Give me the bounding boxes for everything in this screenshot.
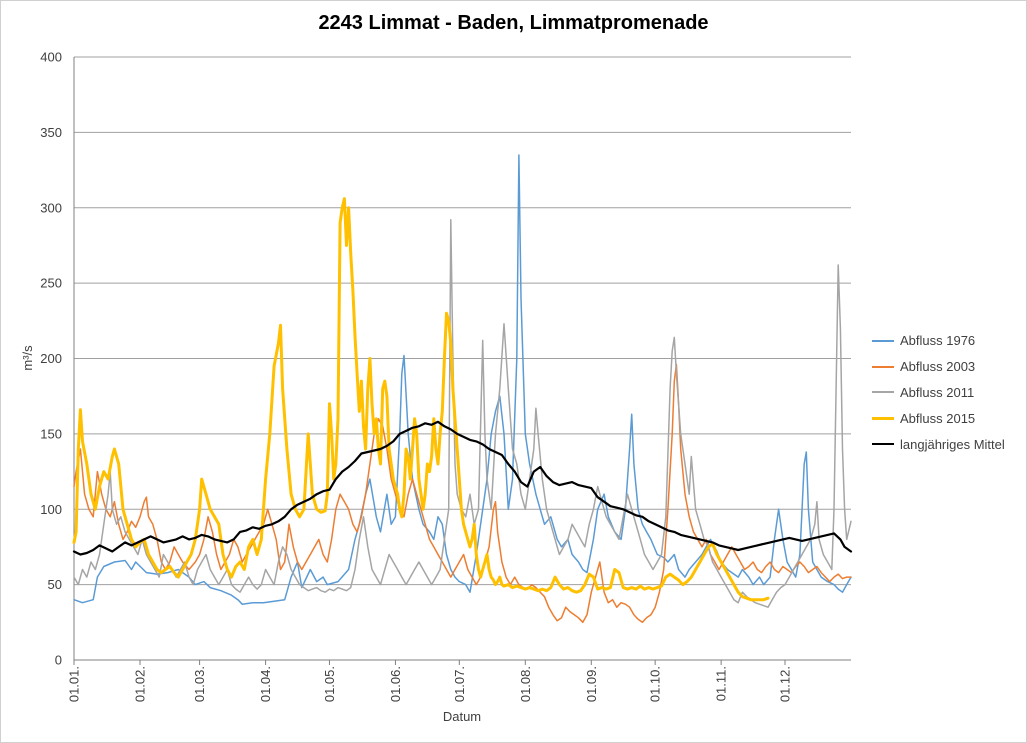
x-tick-label: 01.11. [714, 666, 729, 701]
legend-label: Abfluss 1976 [900, 333, 976, 349]
legend-item: langjähriges Mittel [872, 431, 1005, 457]
y-tick-label: 200 [40, 351, 62, 366]
y-tick-label: 50 [48, 577, 62, 592]
legend-label: Abfluss 2015 [900, 410, 976, 426]
y-axis-label: m³/s [20, 345, 35, 371]
y-tick-label: 150 [40, 426, 62, 441]
y-tick-label: 300 [40, 200, 62, 215]
x-axis-label: Datum [443, 709, 481, 724]
grid-lines [74, 56, 851, 661]
y-tick-label: 0 [55, 653, 62, 668]
x-tick-label: 01.06. [388, 666, 403, 702]
legend-label: langjähriges Mittel [900, 436, 1005, 452]
legend-swatch [872, 339, 894, 342]
series-line-1 [73, 363, 852, 624]
chart-title: 2243 Limmat - Baden, Limmatpromenade [318, 12, 709, 34]
legend-swatch [872, 416, 894, 420]
x-tick-label: 01.07. [452, 666, 467, 702]
legend-item: Abfluss 2011 [872, 380, 1005, 406]
series-lines [72, 154, 853, 624]
y-tick-label: 350 [40, 125, 62, 140]
y-tick-label: 100 [40, 502, 62, 517]
series-line-0 [73, 154, 852, 605]
x-tick-label: 01.09. [584, 666, 599, 702]
y-tick-label: 400 [40, 50, 62, 65]
x-tick-label: 01.02. [132, 666, 147, 702]
x-tick-label: 01.04. [258, 666, 273, 702]
legend-item: Abfluss 1976 [872, 328, 1005, 354]
x-tick-label: 01.10. [648, 666, 663, 702]
series-line-4 [72, 420, 853, 556]
y-tick-label: 250 [40, 276, 62, 291]
legend: Abfluss 1976 Abfluss 2003 Abfluss 2011 Abfl… [872, 328, 1005, 457]
x-tick-label: 01.05. [322, 666, 337, 702]
legend-swatch [872, 391, 894, 394]
series-line-3 [72, 197, 770, 602]
x-tick-label: 01.12. [778, 666, 793, 702]
legend-item: Abfluss 2003 [872, 354, 1005, 380]
x-tick-label: 01.08. [518, 666, 533, 702]
x-tick-label: 01.03. [192, 666, 207, 702]
legend-swatch [872, 365, 894, 368]
legend-swatch [872, 443, 894, 446]
x-tick-label: 01.01. [67, 666, 82, 702]
legend-label: Abfluss 2011 [900, 384, 975, 400]
legend-item: Abfluss 2015 [872, 405, 1005, 431]
tick-labels: 0 50 100 150 200 250 300 350 400 01.01. 01.02. 01.0… [40, 50, 792, 703]
legend-label: Abfluss 2003 [900, 359, 976, 375]
axes [73, 57, 786, 665]
